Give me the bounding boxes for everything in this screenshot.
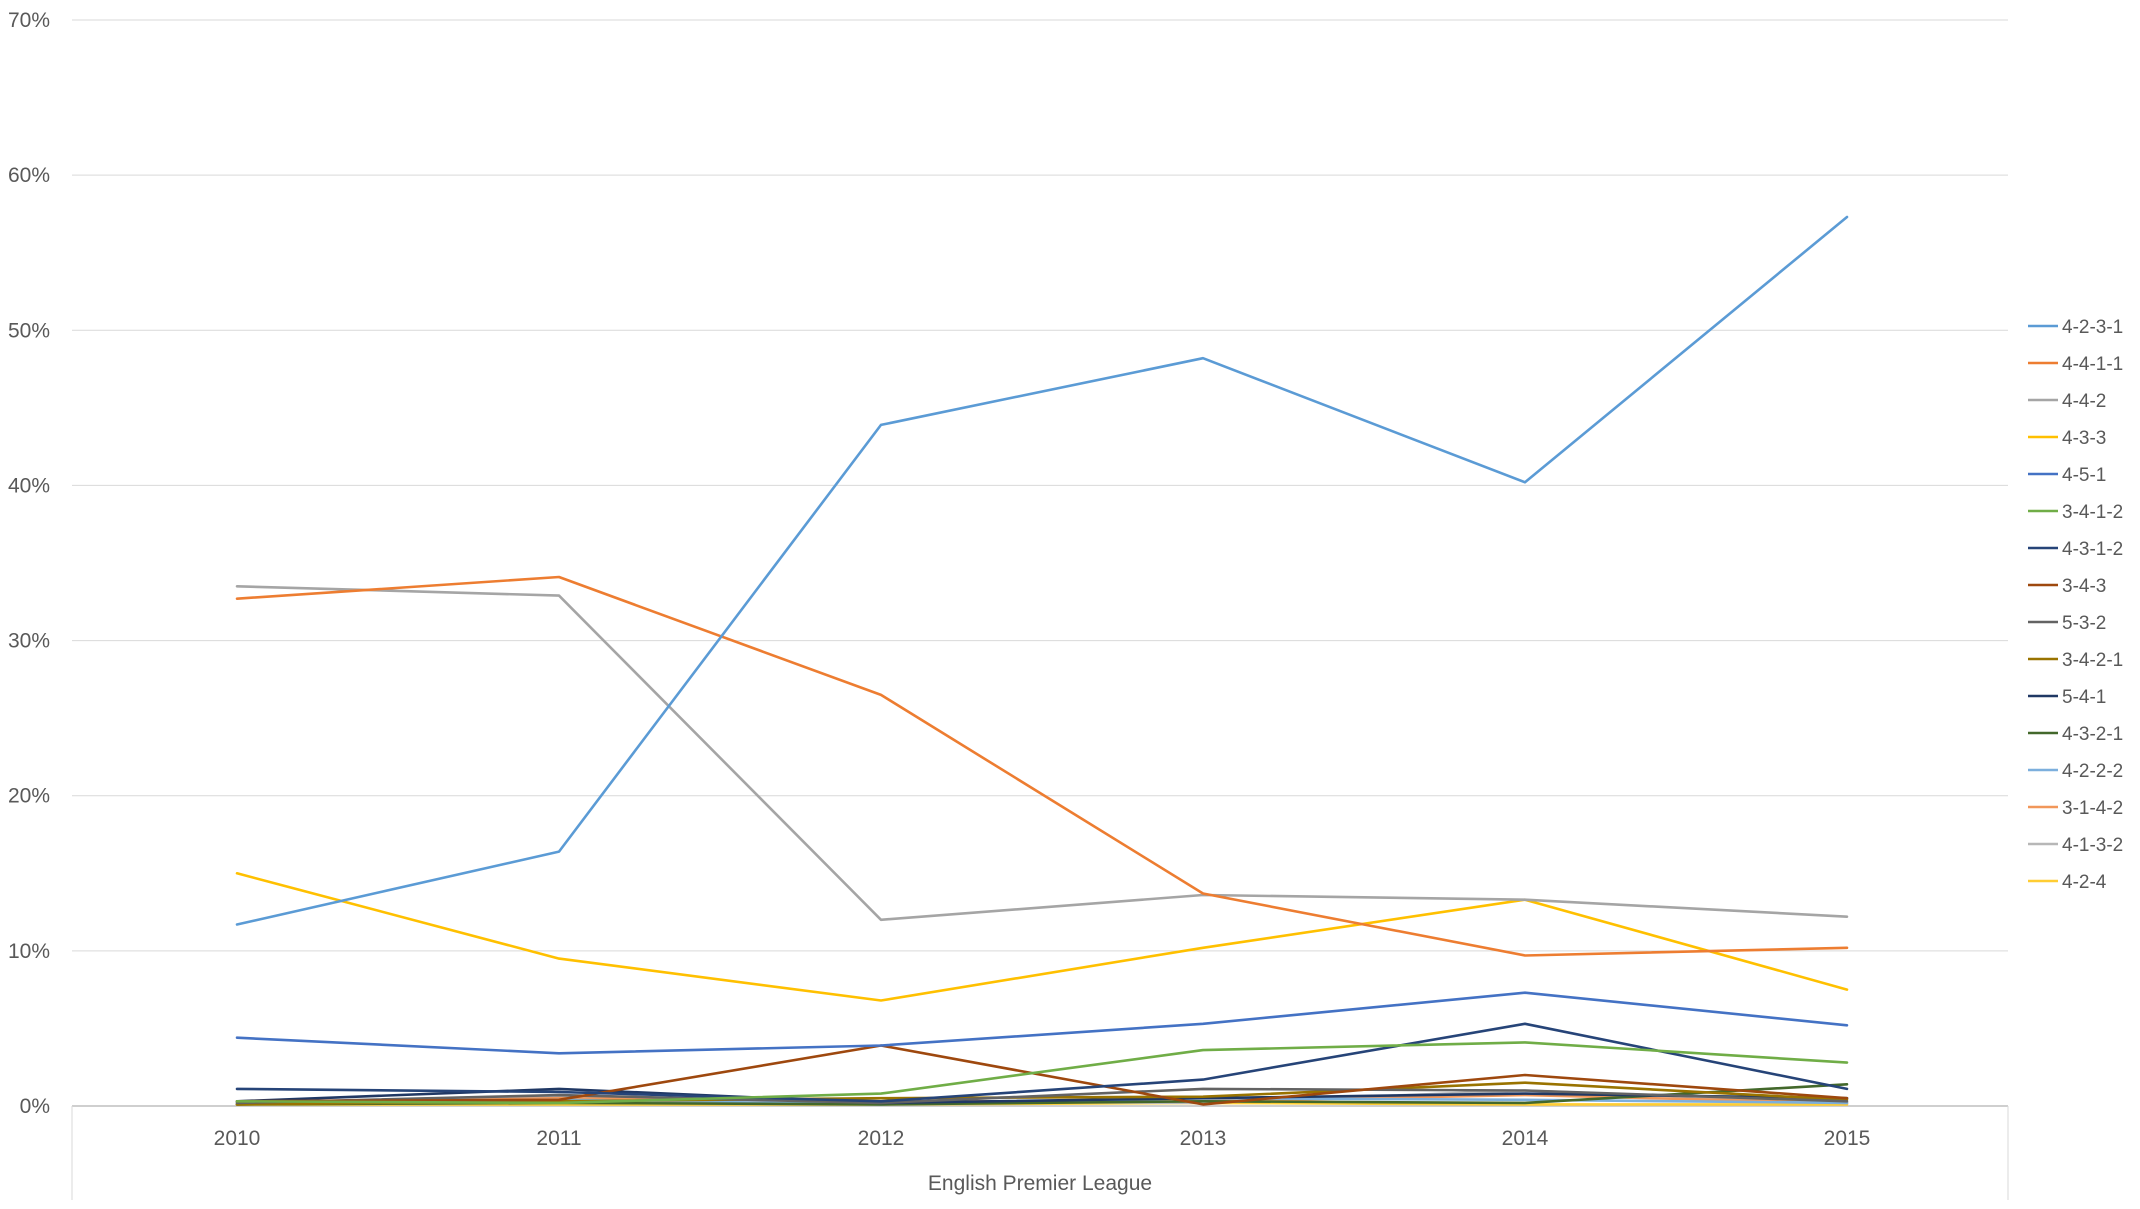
legend-entry: 3-1-4-2 [2028, 798, 2123, 819]
y-tick-label: 0% [20, 1095, 50, 1118]
legend: 4-2-3-1 4-4-1-1 4-4-2 4-3-3 4-5-1 3-4-1-2 4-3-… [2028, 317, 2123, 893]
x-tick-label: 2012 [858, 1127, 905, 1150]
legend-entry: 4-2-2-2 [2028, 761, 2123, 782]
legend-label: 4-4-1-1 [2062, 354, 2123, 375]
series-line-3-4-3 [235, 1044, 1849, 1106]
legend-label: 4-1-3-2 [2062, 835, 2123, 856]
legend-entry: 4-3-2-1 [2028, 724, 2123, 745]
legend-label: 4-4-2 [2062, 391, 2106, 412]
legend-entry: 4-2-4 [2028, 872, 2107, 893]
legend-label: 4-2-3-1 [2062, 317, 2123, 338]
legend-label: 5-4-1 [2062, 687, 2106, 708]
series-line-5-3-2 [235, 1087, 1849, 1105]
x-tick-label: 2014 [1502, 1127, 1549, 1150]
axes: 0% 10% 20% 30% 40% 50% 60% 70% 2010 2011 2012 2013 2… [8, 9, 2009, 1200]
legend-label: 5-3-2 [2062, 613, 2106, 634]
legend-entry: 4-4-1-1 [2028, 354, 2123, 375]
legend-entry: 5-3-2 [2028, 613, 2106, 634]
legend-label: 3-4-3 [2062, 576, 2106, 597]
series-line-4-3-3 [235, 871, 1849, 1002]
series-line-4-4-1-1 [235, 575, 1849, 957]
legend-label: 4-2-4 [2062, 872, 2107, 893]
y-tick-label: 70% [8, 9, 50, 32]
series-line-4-4-2 [235, 584, 1849, 922]
gridlines [72, 19, 2008, 952]
legend-entry: 4-1-3-2 [2028, 835, 2123, 856]
legend-entry: 3-4-2-1 [2028, 650, 2123, 671]
y-tick-label: 30% [8, 630, 50, 653]
legend-entry: 4-3-3 [2028, 428, 2106, 449]
series-line-4-5-1 [235, 991, 1849, 1055]
x-tick-label: 2013 [1180, 1127, 1227, 1150]
series-line-4-3-1-2 [235, 1022, 1849, 1103]
legend-entry: 4-4-2 [2028, 391, 2106, 412]
legend-entry: 4-5-1 [2028, 465, 2106, 486]
legend-label: 4-5-1 [2062, 465, 2106, 486]
legend-entry: 4-2-3-1 [2028, 317, 2123, 338]
legend-label: 4-2-2-2 [2062, 761, 2123, 782]
legend-entry: 3-4-3 [2028, 576, 2106, 597]
y-tick-label: 40% [8, 474, 50, 497]
x-tick-label: 2010 [214, 1127, 261, 1150]
x-axis-title: English Premier League [928, 1172, 1152, 1195]
legend-label: 3-1-4-2 [2062, 798, 2123, 819]
series-line-3-4-1-2 [235, 1041, 1849, 1105]
legend-entry: 3-4-1-2 [2028, 502, 2123, 523]
legend-label: 3-4-1-2 [2062, 502, 2123, 523]
legend-label: 4-3-1-2 [2062, 539, 2123, 560]
x-tick-label: 2015 [1824, 1127, 1871, 1150]
y-tick-label: 60% [8, 164, 50, 187]
legend-label: 3-4-2-1 [2062, 650, 2123, 671]
legend-entry: 5-4-1 [2028, 687, 2106, 708]
y-tick-label: 50% [8, 319, 50, 342]
legend-entry: 4-3-1-2 [2028, 539, 2123, 560]
legend-label: 4-3-2-1 [2062, 724, 2123, 745]
x-tick-label: 2011 [536, 1127, 581, 1150]
legend-label: 4-3-3 [2062, 428, 2106, 449]
y-tick-label: 20% [8, 785, 50, 808]
y-tick-label: 10% [8, 940, 50, 963]
series-line-4-2-3-1 [235, 215, 1849, 926]
series-lines [235, 215, 1849, 1106]
